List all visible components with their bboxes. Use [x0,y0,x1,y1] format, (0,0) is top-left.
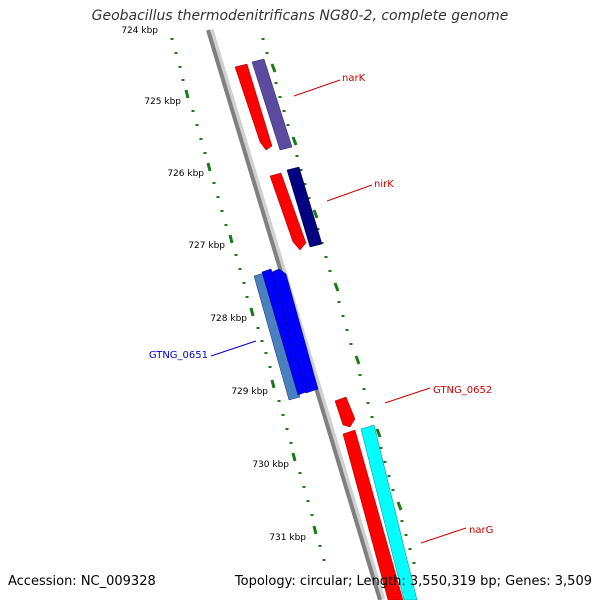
tick-ring-left [170,38,326,561]
gene-label-nirK[interactable]: nirK [374,179,394,190]
tick-label: 724 kbp [121,26,158,36]
gene-narK[interactable] [234,58,293,151]
tick-major [228,234,234,244]
map-title: Geobacillus thermodenitrificans NG80-2, … [91,8,509,24]
tick-major [312,525,318,535]
tick-label: 731 kbp [269,533,306,543]
gene-GTNG_0651[interactable] [253,268,319,401]
gene-narG[interactable] [342,424,418,600]
gene-GTNG_0652[interactable] [334,396,356,428]
tick-label: 726 kbp [167,169,204,179]
leader-narK [293,79,341,97]
tick-major [270,379,276,389]
genome-summary: Topology: circular; Length: 3,550,319 bp… [234,574,592,589]
leader-nirK [326,184,373,202]
gene-label-narK[interactable]: narK [342,73,366,84]
leader-narG [420,527,467,544]
leader-GTNG_0651 [210,340,257,357]
gene-label-GTNG_0651[interactable]: GTNG_0651 [149,350,208,361]
gene-label-narG[interactable]: narG [469,525,493,536]
tick-major [184,89,190,99]
tick-label: 730 kbp [252,460,289,470]
gene-label-GTNG_0652[interactable]: GTNG_0652 [433,385,492,396]
gene-nirK[interactable] [269,166,323,251]
leader-GTNG_0652 [384,387,431,404]
tick-label: 728 kbp [210,314,247,324]
tick-label: 727 kbp [188,241,225,251]
tick-ring-right [261,38,416,564]
accession-label: Accession: NC_009328 [8,574,156,589]
tick-major [206,162,212,172]
tick-label: 725 kbp [144,97,181,107]
tick-major [249,307,255,317]
tick-labels: 724 kbp 725 kbp 726 kbp 727 kbp 728 kbp … [121,26,306,543]
tick-label: 729 kbp [231,387,268,397]
tick-major [291,452,297,462]
